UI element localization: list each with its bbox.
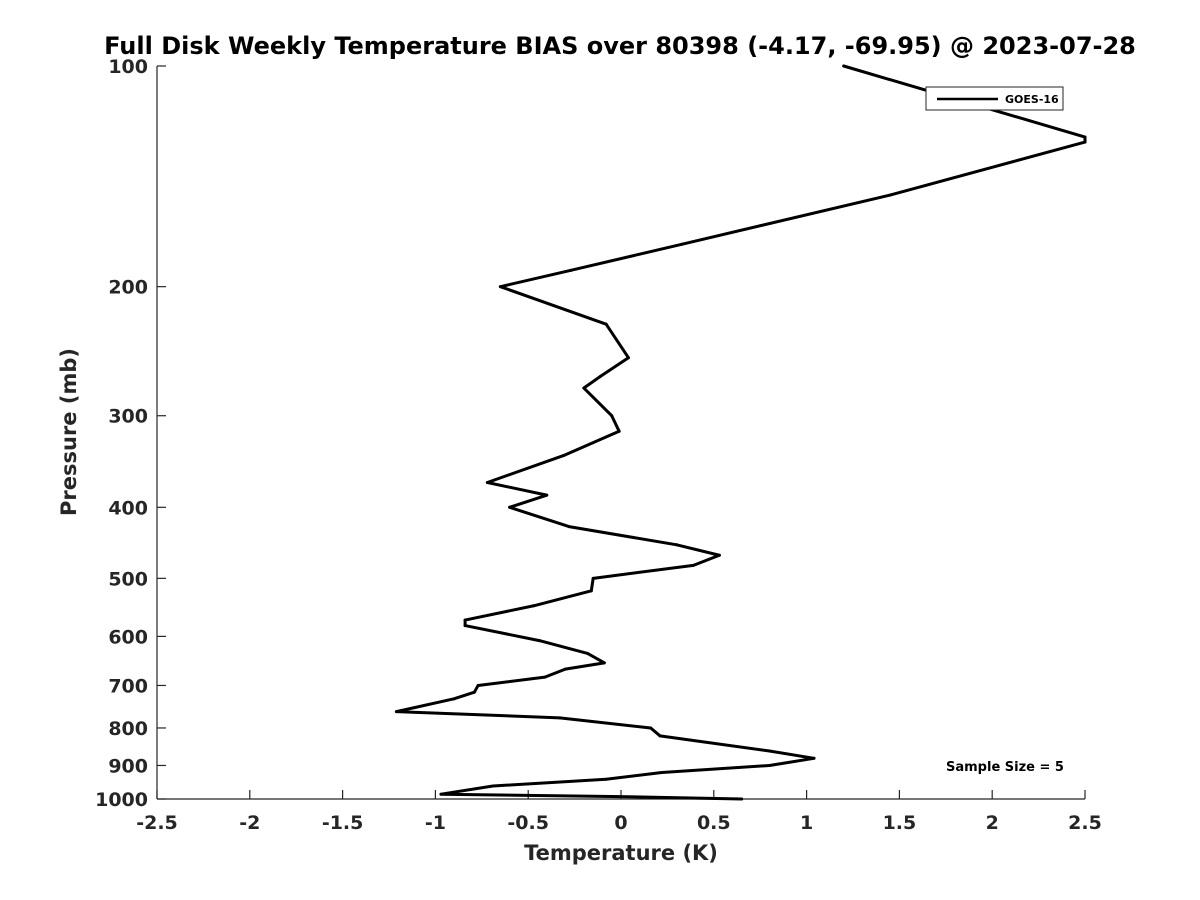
data-point (532, 604, 536, 608)
y-tick-label: 100 (108, 56, 148, 78)
y-tick-label: 700 (108, 675, 148, 697)
data-point (498, 285, 502, 289)
data-point (842, 64, 846, 68)
data-point (610, 794, 614, 798)
data-point (472, 690, 476, 694)
y-axis-label: Pressure (mb) (57, 348, 81, 516)
data-point (582, 386, 586, 390)
data-point (680, 242, 684, 246)
data-point (602, 661, 606, 665)
data-point (508, 505, 512, 509)
legend: GOES-16 (925, 86, 1064, 111)
y-tick-label: 1000 (95, 789, 148, 811)
data-point (767, 763, 771, 767)
y-tick-label: 200 (108, 277, 148, 299)
y-tick-label: 500 (108, 568, 148, 590)
data-point (888, 193, 892, 197)
data-point (463, 618, 467, 622)
data-point (812, 756, 816, 760)
data-point (439, 792, 443, 796)
data-point (626, 356, 630, 360)
x-ticks: -2.5 -2 -1.5 -1 -0.5 0 0.5 1 1.5 2 2.5 (136, 790, 1102, 834)
data-point (569, 268, 573, 272)
data-point (604, 322, 608, 326)
x-axis-label: Temperature (K) (524, 841, 718, 865)
x-tick-label: -2.5 (136, 812, 178, 834)
legend-entry-goes-16: GOES-16 (1005, 93, 1059, 106)
data-point (545, 493, 549, 497)
x-tick-label: 1 (800, 812, 813, 834)
data-point (717, 553, 721, 557)
data-point (589, 589, 593, 593)
data-point (463, 624, 467, 628)
data-point (658, 734, 662, 738)
x-tick-label: -1.5 (322, 812, 364, 834)
data-point (649, 726, 653, 730)
y-tick-label: 800 (108, 718, 148, 740)
data-point (537, 639, 541, 643)
data-point (1083, 140, 1087, 144)
data-point (675, 543, 679, 547)
data-point (660, 770, 664, 774)
data-point (691, 563, 695, 567)
data-point (476, 683, 480, 687)
data-point (394, 710, 398, 714)
y-tick-label: 300 (108, 406, 148, 428)
data-point (591, 576, 595, 580)
x-tick-label: 2.5 (1068, 812, 1102, 834)
data-point (617, 429, 621, 433)
y-tick-label: 900 (108, 755, 148, 777)
data-point (561, 454, 565, 458)
x-tick-label: 0.5 (697, 812, 731, 834)
x-tick-label: 0 (614, 812, 627, 834)
data-point (610, 414, 614, 418)
y-tick-label: 600 (108, 626, 148, 648)
data-point (740, 797, 744, 801)
x-tick-label: 2 (986, 812, 999, 834)
data-point (543, 675, 547, 679)
data-point (563, 667, 567, 671)
data-point (586, 651, 590, 655)
y-tick-label: 400 (108, 497, 148, 519)
data-point (767, 749, 771, 753)
x-tick-label: 1.5 (883, 812, 917, 834)
data-point (604, 777, 608, 781)
sample-size-annotation: Sample Size = 5 (946, 760, 1064, 775)
chart-title: Full Disk Weekly Temperature BIAS over 8… (104, 32, 1136, 60)
y-ticks: 100 200 300 400 500 600 700 800 900 1000 (95, 56, 166, 811)
x-tick-label: -2 (239, 812, 260, 834)
x-tick-label: -0.5 (507, 812, 549, 834)
data-point (567, 525, 571, 529)
plot-area (394, 64, 1087, 801)
data-point (452, 697, 456, 701)
data-point (491, 784, 495, 788)
data-point (485, 480, 489, 484)
x-tick-label: -1 (425, 812, 446, 834)
data-point (1083, 135, 1087, 139)
data-point (599, 374, 603, 378)
data-point (558, 716, 562, 720)
